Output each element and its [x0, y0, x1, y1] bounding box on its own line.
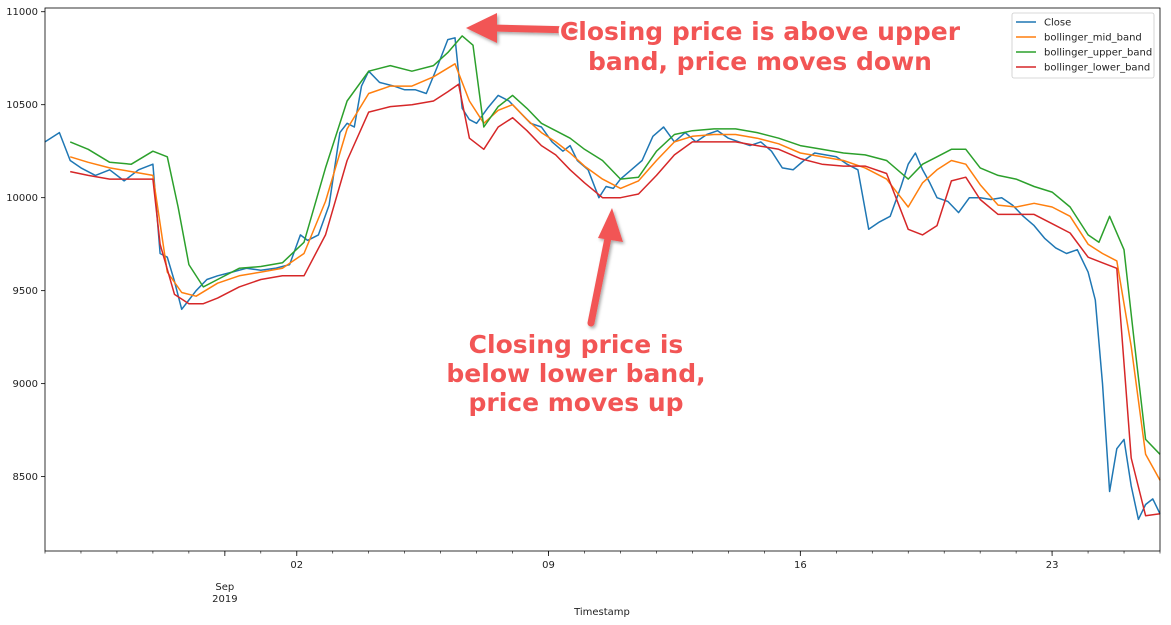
x-tick-label: 23	[1046, 560, 1059, 571]
y-axis: 8500 9000 9500 10000 10500 11000	[6, 7, 45, 483]
x-tick-label: 16	[794, 560, 807, 571]
arrow-left-icon	[466, 13, 578, 43]
annotation-above-upper: Closing price is above upper band, price…	[466, 13, 963, 79]
annotation-below-lower-line-1: Closing price is	[469, 330, 684, 359]
y-tick-label: 10000	[6, 193, 38, 204]
y-tick-label: 9500	[13, 286, 38, 297]
series-line-bollinger-upper-band	[69, 35, 1161, 455]
legend-box	[1011, 12, 1155, 79]
y-tick-label: 9000	[13, 379, 38, 390]
x-tick-label: 02	[290, 560, 303, 571]
annotation-above-upper-line-2: band, price moves down	[588, 47, 932, 76]
legend-label: bollinger_mid_band	[1044, 33, 1142, 44]
series-layer	[44, 35, 1161, 521]
y-tick-label: 10500	[6, 100, 38, 111]
series-line-bollinger-lower-band	[70, 83, 1161, 517]
x-year-label: 2019	[212, 594, 237, 605]
legend: Close bollinger_mid_band bollinger_upper_b…	[1011, 12, 1155, 79]
plot-frame	[44, 7, 1161, 552]
annotation-above-upper-line-1: Closing price is above upper	[560, 17, 961, 46]
legend-label: bollinger_lower_band	[1044, 63, 1150, 74]
series-line-bollinger-mid-band	[69, 63, 1161, 481]
y-tick-label: 11000	[6, 7, 38, 18]
x-month-label: Sep	[215, 582, 234, 593]
legend-entries: Close bollinger_mid_band bollinger_upper_b…	[1016, 18, 1152, 74]
legend-label: bollinger_upper_band	[1044, 48, 1152, 59]
annotation-below-lower: Closing price is below lower band, price…	[444, 208, 708, 420]
legend-label: Close	[1044, 18, 1071, 29]
annotation-below-lower-line-2: below lower band,	[446, 359, 705, 388]
x-axis-title: Timestamp	[573, 607, 630, 618]
arrow-up-icon	[587, 208, 623, 327]
x-tick-label: 09	[542, 560, 555, 571]
series-line-Close	[44, 37, 1161, 521]
annotation-below-lower-line-3: price moves up	[468, 388, 683, 417]
y-tick-label: 8500	[13, 472, 38, 483]
